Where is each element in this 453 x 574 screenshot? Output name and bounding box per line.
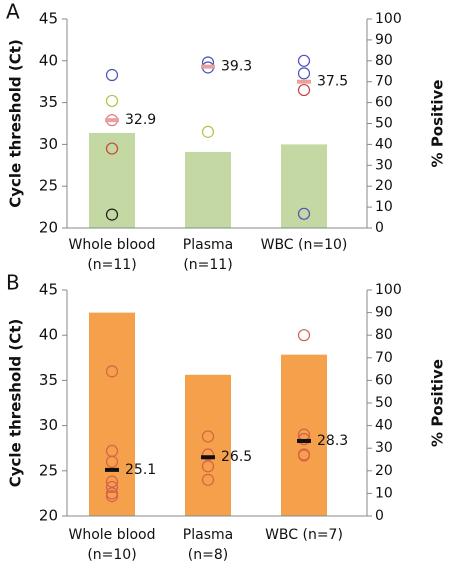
y2-tick-label: 90 [375,305,393,321]
x-tick-label: Whole blood [68,237,155,253]
data-point [297,329,311,342]
y2-tick-label: 80 [375,53,393,69]
x-tick-label: Whole blood [68,527,155,543]
y-axis-label: Cycle threshold (Ct) [7,39,25,208]
data-point [105,94,119,108]
data-point [105,487,119,500]
data-point [105,455,119,468]
y2-tick-label: 0 [375,220,384,236]
y2-tick-label: 80 [375,327,393,343]
y2-tick-label: 30 [375,440,393,456]
y2-tick-label: 100 [375,11,402,27]
y2-tick-label: 70 [375,350,393,366]
median-label: 32.9 [125,112,156,128]
data-point [105,208,119,221]
x-tick-label: (n=8) [188,547,228,563]
y-tick-label: 40 [39,326,58,344]
data-point [105,365,119,378]
median-label: 25.1 [125,462,156,478]
y2-axis-label: % Positive [429,359,447,447]
bar [89,312,135,516]
x-tick-label: WBC (n=10) [261,237,348,253]
y2-tick-label: 50 [375,116,393,132]
y-tick-label: 45 [39,10,58,28]
data-point [297,207,311,220]
y2-tick-label: 10 [375,199,393,215]
data-point [297,67,311,80]
y-tick-label: 45 [39,281,58,299]
data-point [201,473,215,486]
data-point [297,449,311,462]
y2-tick-label: 20 [375,178,393,194]
y2-tick-label: 70 [375,74,393,90]
data-point [201,460,215,473]
data-point [105,68,119,82]
data-point [201,125,215,138]
panel-label: B [6,271,20,295]
y2-tick-label: 100 [375,282,402,298]
y-tick-label: 30 [39,135,58,153]
x-tick-label: Plasma [183,527,233,543]
x-tick-label: Plasma [183,237,233,253]
x-tick-label: (n=10) [87,547,136,563]
y-tick-label: 20 [39,219,58,237]
y2-tick-label: 0 [375,508,384,524]
x-tick-label: (n=11) [87,257,136,273]
y2-tick-label: 40 [375,136,393,152]
x-tick-label: WBC (n=7) [265,527,343,543]
x-tick-label: (n=11) [183,257,232,273]
data-point [105,490,119,503]
median-label: 37.5 [317,74,348,90]
y2-axis-label: % Positive [429,80,447,168]
y-axis-label: Cycle threshold (Ct) [7,319,25,488]
data-point [105,475,119,488]
bar [281,144,327,228]
y-tick-label: 30 [39,416,58,434]
bar [185,151,231,228]
data-point [105,480,119,494]
data-point [105,142,119,155]
data-point [297,83,311,97]
bar [89,132,135,228]
median-label: 39.3 [221,59,252,75]
y2-tick-label: 90 [375,32,393,48]
y-tick-label: 20 [39,507,58,525]
bar [185,374,231,516]
data-point [201,448,215,461]
y-tick-label: 25 [39,461,58,479]
y2-tick-label: 60 [375,95,393,111]
y2-tick-label: 40 [375,418,393,434]
panel-label: A [6,0,20,24]
y-tick-label: 35 [39,93,58,111]
data-point [201,430,215,443]
y-tick-label: 25 [39,177,58,195]
data-point [297,54,311,67]
y2-tick-label: 10 [375,485,393,501]
bar [281,354,327,516]
y2-tick-label: 30 [375,157,393,173]
median-label: 26.5 [221,449,252,465]
y2-tick-label: 60 [375,372,393,388]
y-tick-label: 35 [39,371,58,389]
median-label: 28.3 [317,433,348,449]
y2-tick-label: 20 [375,463,393,479]
y-tick-label: 40 [39,51,58,69]
y2-tick-label: 50 [375,395,393,411]
